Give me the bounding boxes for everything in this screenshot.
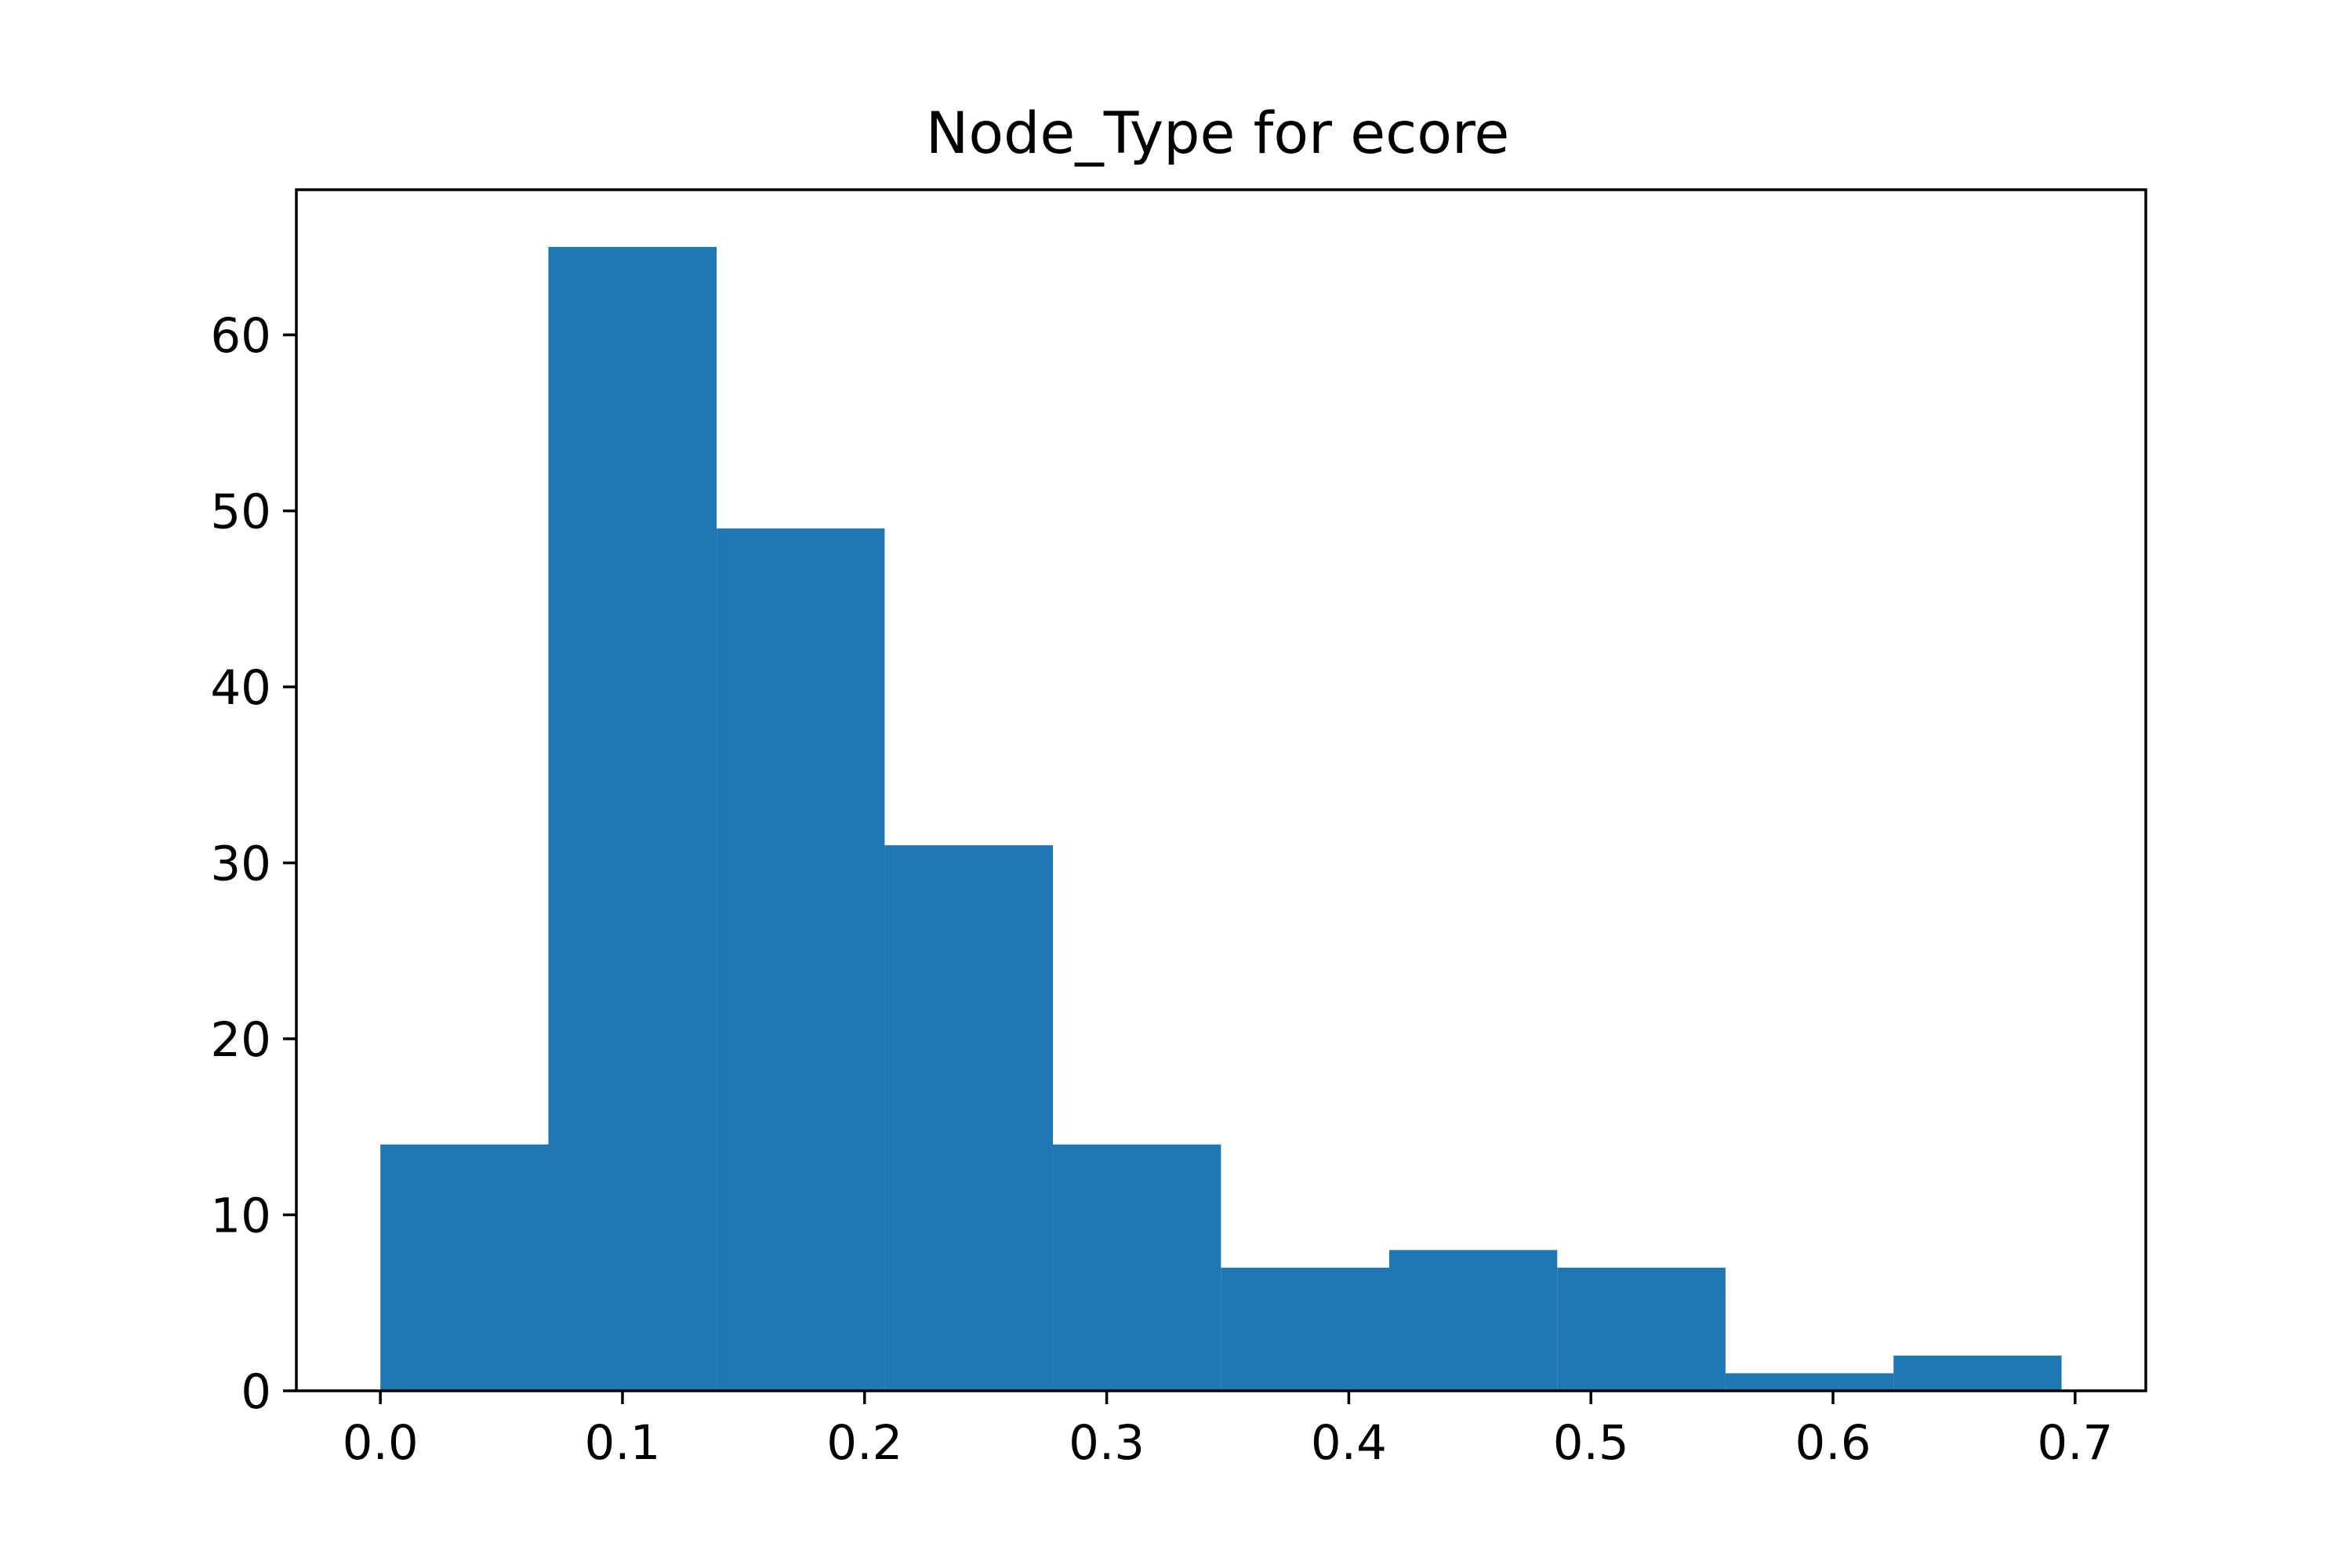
y-tick-label: 60 — [210, 308, 271, 364]
x-tick-label: 0.7 — [2037, 1415, 2113, 1471]
x-axis: 0.0 0.1 0.2 0.3 0.4 0.5 0.6 0.7 — [343, 1391, 2113, 1471]
histogram-bar — [548, 246, 717, 1391]
x-tick-label: 0.6 — [1795, 1415, 1871, 1471]
histogram-bar — [884, 845, 1054, 1391]
histogram-bar — [1388, 1250, 1558, 1391]
histogram-bar — [1893, 1356, 2062, 1391]
histogram-bar — [380, 1144, 549, 1391]
y-axis: 0 10 20 30 40 50 60 — [210, 308, 296, 1420]
histogram-bar — [717, 528, 885, 1391]
y-tick-label: 20 — [210, 1012, 271, 1068]
histogram-bar — [1053, 1144, 1221, 1391]
x-tick-label: 0.1 — [584, 1415, 660, 1471]
x-tick-label: 0.4 — [1311, 1415, 1387, 1471]
x-tick-label: 0.0 — [343, 1415, 419, 1471]
y-tick-label: 0 — [241, 1364, 271, 1420]
histogram-bar — [1221, 1267, 1389, 1391]
histogram-bars — [380, 246, 2062, 1391]
y-tick-label: 50 — [210, 485, 271, 540]
y-tick-label: 10 — [210, 1189, 271, 1244]
x-tick-label: 0.2 — [826, 1415, 902, 1471]
x-tick-label: 0.5 — [1553, 1415, 1629, 1471]
y-tick-label: 40 — [210, 660, 271, 716]
y-tick-label: 30 — [210, 837, 271, 892]
plot-frame — [295, 188, 2147, 1392]
histogram-bar — [1725, 1373, 1894, 1391]
chart-title: Node_Type for ecore — [926, 100, 1510, 167]
x-tick-label: 0.3 — [1069, 1415, 1145, 1471]
histogram-bar — [1557, 1267, 1726, 1391]
